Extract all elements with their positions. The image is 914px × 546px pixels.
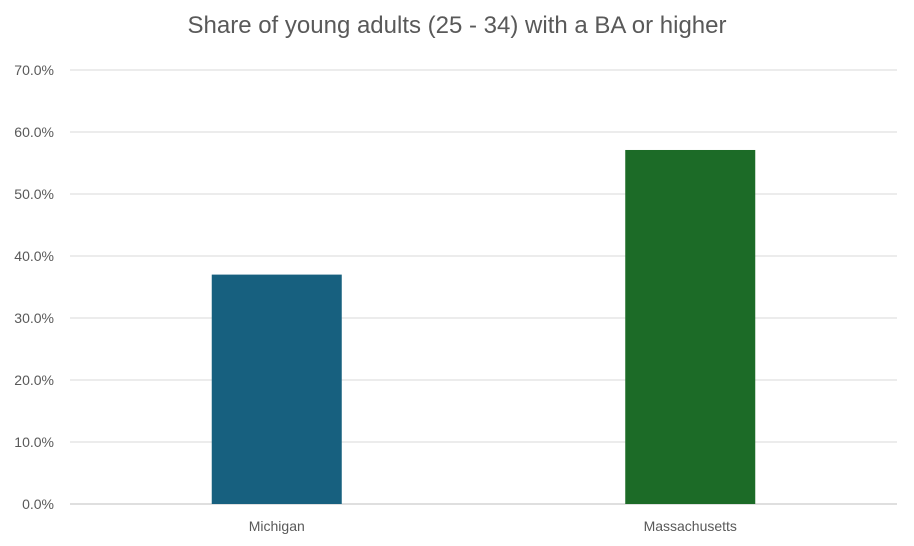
bar-michigan: [211, 274, 342, 504]
y-tick-label: 70.0%: [14, 62, 54, 78]
y-tick-label: 30.0%: [14, 310, 54, 326]
y-axis-ticks: 0.0% 10.0% 20.0% 30.0% 40.0% 50.0% 60.0% 70.0%: [14, 62, 54, 512]
category-label: Massachusetts: [644, 518, 737, 534]
chart-title: Share of young adults (25 - 34) with a B…: [187, 12, 727, 39]
y-tick-label: 10.0%: [14, 434, 54, 450]
y-tick-label: 20.0%: [14, 372, 54, 388]
y-tick-label: 0.0%: [22, 496, 54, 512]
x-axis-categories: Michigan Massachusetts: [249, 518, 737, 534]
gridlines: [70, 69, 897, 505]
y-tick-label: 40.0%: [14, 248, 54, 264]
bars: [211, 149, 756, 505]
bar-massachusetts: [625, 149, 756, 505]
category-label: Michigan: [249, 518, 305, 534]
y-tick-label: 50.0%: [14, 186, 54, 202]
y-tick-label: 60.0%: [14, 124, 54, 140]
